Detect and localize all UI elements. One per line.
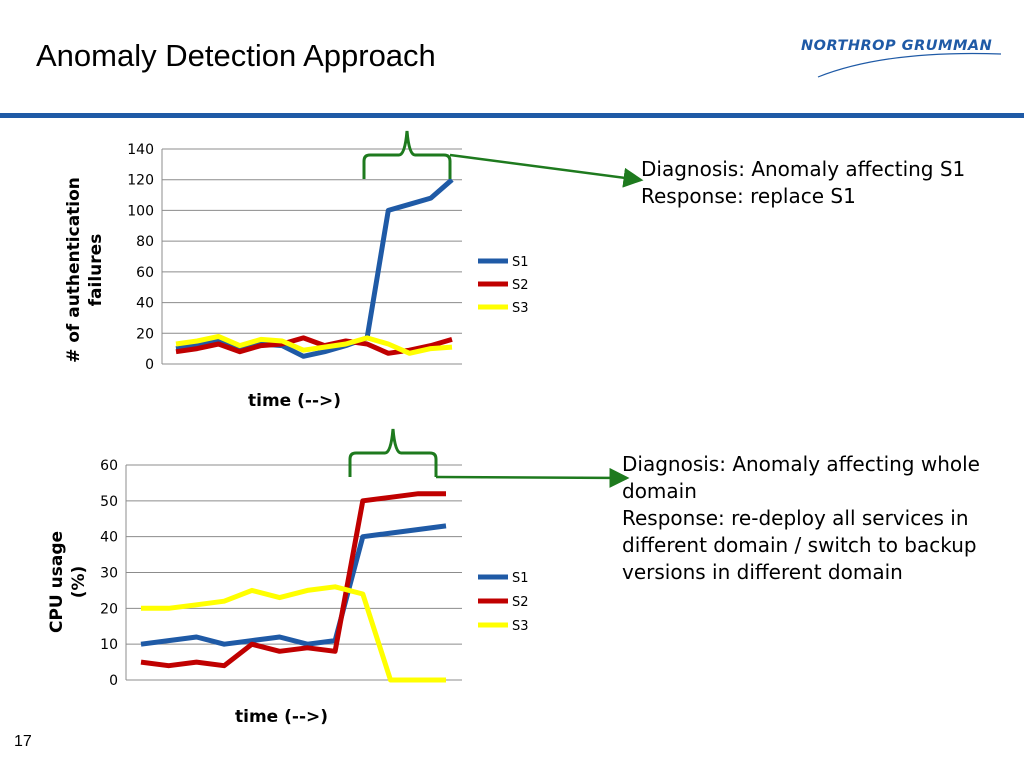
series-line-s1 — [175, 177, 454, 359]
header-rule — [0, 113, 1024, 118]
legend-label-s3: S3 — [512, 301, 529, 316]
legend-label-s2: S2 — [512, 595, 529, 610]
top-annotation: Diagnosis: Anomaly affecting S1 Response… — [641, 156, 965, 210]
annotation-arrow — [435, 467, 630, 488]
northrop-grumman-logo: NORTHROP GRUMMAN — [801, 38, 1002, 78]
chart1-y-axis-label: # of authentication failures — [64, 177, 106, 363]
y-tick-label: 40 — [136, 296, 154, 312]
y-tick-label: 120 — [127, 173, 154, 189]
series-line-s3 — [141, 584, 446, 683]
top-annotation-line: Response: replace S1 — [641, 184, 856, 208]
series-line-s3 — [175, 333, 453, 356]
legend-label-s3: S3 — [512, 619, 529, 634]
y-tick-label: 80 — [136, 234, 154, 250]
bottom-annotation-line: different domain / switch to backup — [622, 533, 977, 557]
chart1-x-axis-label: time (-->) — [248, 391, 342, 411]
legend-label-s2: S2 — [512, 278, 529, 293]
y-tick-label: 10 — [100, 637, 118, 653]
slide-title: Anomaly Detection Approach — [36, 38, 436, 73]
series-line-s2 — [140, 491, 446, 669]
y-tick-label: 60 — [136, 265, 154, 281]
svg-text:NORTHROP GRUMMAN: NORTHROP GRUMMAN — [801, 38, 992, 54]
y-tick-label: 0 — [109, 673, 118, 689]
series-line-s1 — [140, 523, 447, 647]
bottom-annotation-line: domain — [622, 479, 697, 503]
y-tick-label: 60 — [100, 458, 118, 474]
y-tick-label: 20 — [136, 326, 154, 342]
y-tick-label: 140 — [127, 142, 154, 158]
y-tick-label: 40 — [100, 530, 118, 546]
page-number: 17 — [14, 733, 32, 750]
y-tick-label: 100 — [127, 203, 154, 219]
chart-2-plot: 0 10 20 30 40 50 60 S1 S2 S3 — [100, 428, 630, 689]
annotation-arrow — [449, 153, 644, 188]
bottom-annotation: Diagnosis: Anomaly affecting whole domai… — [622, 451, 980, 586]
y-tick-label: 20 — [100, 601, 118, 617]
bottom-annotation-line: versions in different domain — [622, 560, 903, 584]
anomaly-brace — [348, 428, 438, 477]
y-tick-label: 0 — [145, 357, 154, 373]
chart-1-plot: 0 20 40 60 80 100 120 140 S1 S2 S3 — [127, 130, 644, 373]
y-tick-label: 50 — [100, 494, 118, 510]
legend-label-s1: S1 — [512, 571, 529, 586]
chart2-y-axis-label: CPU usage (%) — [47, 530, 89, 634]
bottom-annotation-line: Response: re-deploy all services in — [622, 506, 969, 530]
y-tick-label: 30 — [100, 566, 118, 582]
anomaly-brace — [362, 130, 452, 179]
bottom-annotation-line: Diagnosis: Anomaly affecting whole — [622, 452, 980, 476]
legend-label-s1: S1 — [512, 255, 529, 270]
chart2-x-axis-label: time (-->) — [235, 707, 329, 727]
top-annotation-line: Diagnosis: Anomaly affecting S1 — [641, 157, 966, 181]
